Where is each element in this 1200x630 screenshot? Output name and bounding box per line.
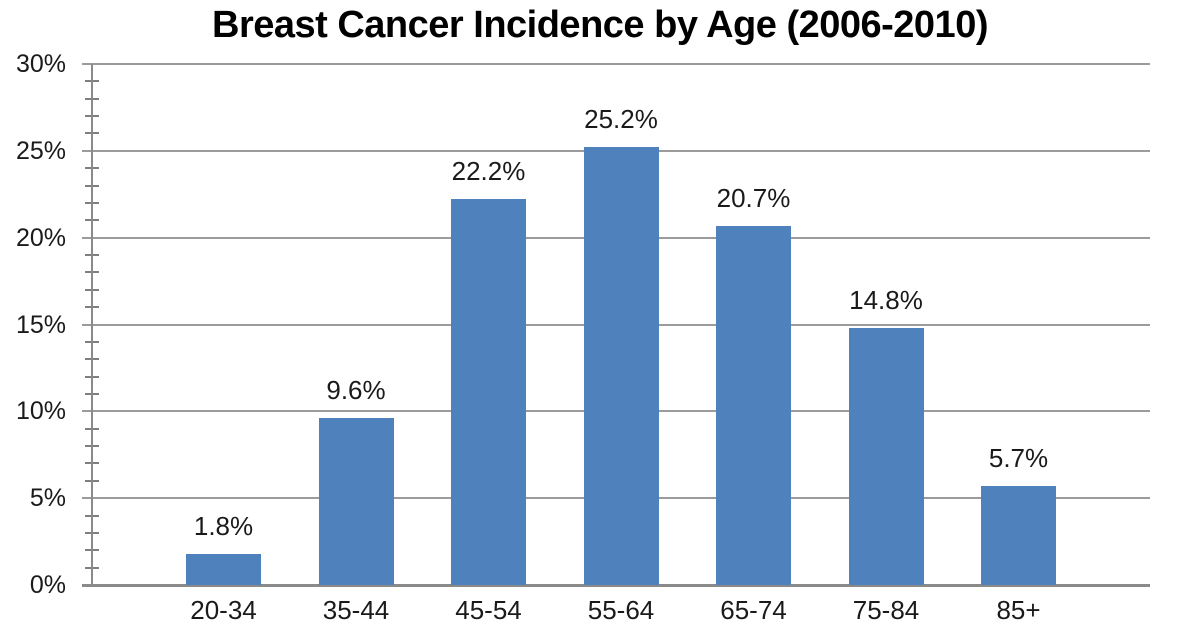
bar (186, 553, 261, 585)
x-axis-label: 85+ (996, 595, 1041, 625)
y-axis-label: 0% (29, 571, 66, 599)
x-axis-line (82, 584, 1150, 587)
bar (716, 225, 791, 585)
bar-value-label: 22.2% (451, 156, 526, 187)
bar (583, 147, 659, 585)
bar-value-label: 5.7% (988, 443, 1049, 473)
bar-value-label: 25.2% (584, 104, 658, 135)
bar-value-label: 14.8% (849, 284, 923, 315)
bar (318, 418, 394, 585)
bar (848, 327, 924, 585)
y-axis-line (91, 64, 93, 587)
y-axis-label: 20% (15, 223, 66, 252)
x-axis-label: 20-34 (190, 595, 257, 625)
gridline (82, 63, 1150, 65)
bar-value-label: 1.8% (193, 510, 254, 541)
x-axis-label: 45-54 (455, 595, 522, 625)
bar (451, 199, 526, 585)
bar-value-label: 20.7% (716, 182, 791, 213)
x-axis-label: 35-44 (322, 595, 390, 625)
y-axis-label: 5% (29, 484, 66, 513)
y-axis-label: 25% (15, 136, 66, 165)
y-axis-label: 30% (15, 50, 66, 78)
y-axis-label: 15% (15, 310, 66, 339)
x-axis-label: 65-74 (720, 595, 787, 625)
y-axis-label: 10% (15, 397, 66, 426)
bar (981, 486, 1056, 585)
chart-title: Breast Cancer Incidence by Age (2006-201… (212, 4, 988, 46)
x-axis-label: 55-64 (587, 595, 655, 625)
bar-value-label: 9.6% (326, 375, 386, 406)
x-axis-label: 75-84 (852, 595, 920, 625)
